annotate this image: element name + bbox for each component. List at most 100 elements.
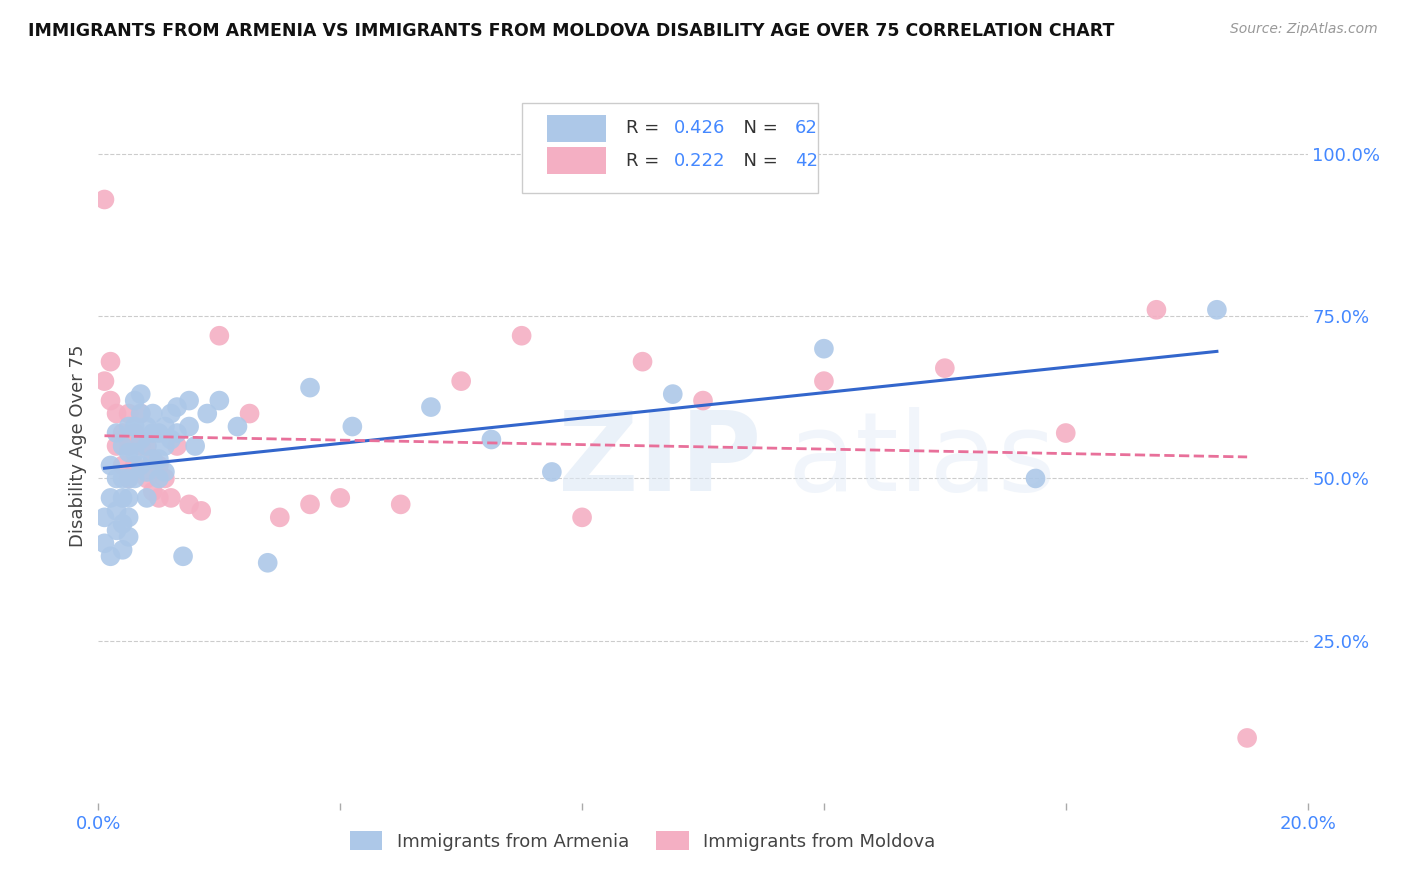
Point [124,471,146,485]
Point [111,542,134,557]
Point [129,458,152,473]
Point [148,425,170,440]
Text: atlas: atlas [787,407,1056,514]
Point [692,393,714,408]
Point [661,387,683,401]
Point [93,536,115,550]
Point [100,549,122,564]
Point [1206,302,1229,317]
Point [135,439,157,453]
Point [342,419,364,434]
Point [118,471,141,485]
Point [160,433,183,447]
Point [118,445,141,459]
Point [111,516,134,531]
Point [93,374,115,388]
Text: ZIP: ZIP [558,407,761,514]
Point [105,439,128,453]
Point [148,471,170,485]
Text: R =: R = [626,120,665,137]
Point [195,407,218,421]
Point [1236,731,1258,745]
Point [135,465,157,479]
FancyBboxPatch shape [547,147,606,174]
Point [179,497,201,511]
Point [105,425,128,440]
Point [166,439,188,453]
Point [172,549,194,564]
Point [1054,425,1077,440]
Point [129,439,152,453]
Point [450,374,472,388]
Point [124,393,146,408]
Point [111,458,134,473]
Text: N =: N = [733,152,783,169]
Point [129,407,152,421]
Point [135,491,157,505]
Text: 0.222: 0.222 [673,152,725,169]
Point [510,328,533,343]
Point [111,471,134,485]
Point [129,387,152,401]
Point [256,556,278,570]
Text: 62: 62 [794,120,818,137]
Point [1024,471,1046,485]
Text: R =: R = [626,152,665,169]
Point [184,439,207,453]
Point [153,419,176,434]
Legend: Immigrants from Armenia, Immigrants from Moldova: Immigrants from Armenia, Immigrants from… [343,824,942,858]
Point [105,524,128,538]
Point [124,425,146,440]
Point [148,491,170,505]
Point [129,407,152,421]
Point [100,354,122,368]
Point [111,425,134,440]
Point [299,381,322,395]
FancyBboxPatch shape [522,103,818,193]
Point [389,497,412,511]
Point [118,419,141,434]
Point [135,419,157,434]
Point [118,407,141,421]
Point [934,361,956,376]
Point [118,510,141,524]
Point [118,471,141,485]
Point [631,354,654,368]
Point [166,425,188,440]
Text: 42: 42 [794,152,818,169]
Point [420,400,443,414]
Point [111,439,134,453]
FancyBboxPatch shape [547,115,606,142]
Point [111,491,134,505]
Point [124,419,146,434]
Point [142,452,165,467]
Point [135,439,157,453]
Point [153,439,176,453]
Text: Source: ZipAtlas.com: Source: ZipAtlas.com [1230,22,1378,37]
Text: 0.426: 0.426 [673,120,725,137]
Point [124,445,146,459]
Point [208,328,231,343]
Text: N =: N = [733,120,783,137]
Point [208,393,231,408]
Point [118,439,141,453]
Point [153,471,176,485]
Point [100,458,122,473]
Point [299,497,322,511]
Point [105,407,128,421]
Point [142,484,165,499]
Point [148,458,170,473]
Point [142,452,165,467]
Point [1144,302,1167,317]
Point [179,393,201,408]
Point [269,510,291,524]
Point [105,471,128,485]
Point [239,407,262,421]
Point [118,491,141,505]
Point [153,465,176,479]
Point [124,458,146,473]
Text: IMMIGRANTS FROM ARMENIA VS IMMIGRANTS FROM MOLDOVA DISABILITY AGE OVER 75 CORREL: IMMIGRANTS FROM ARMENIA VS IMMIGRANTS FR… [28,22,1115,40]
Point [142,425,165,440]
Point [100,491,122,505]
Point [329,491,352,505]
